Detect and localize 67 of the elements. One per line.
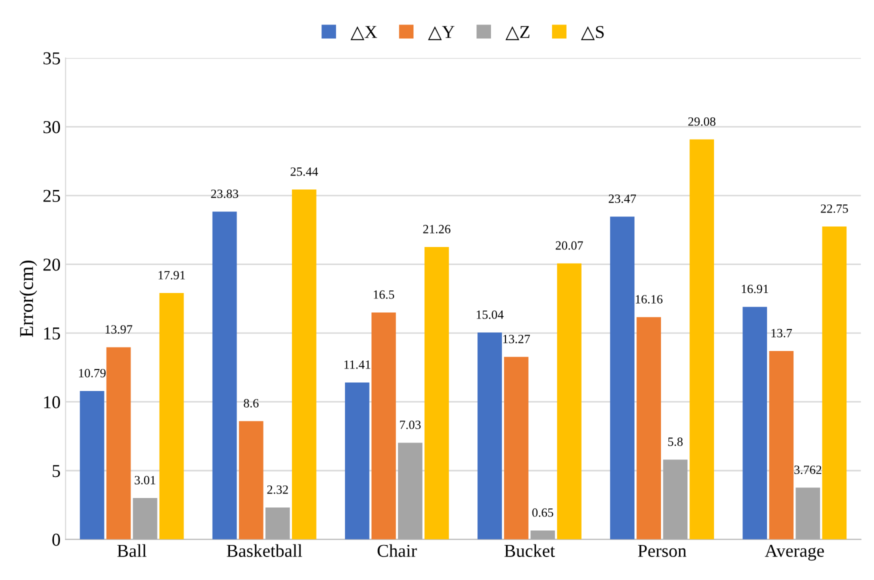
data-label: 16.5 xyxy=(374,290,394,299)
y-tick-label: 15 xyxy=(44,327,60,340)
x-tick-label: Ball xyxy=(117,544,147,557)
bar xyxy=(742,306,768,540)
y-axis-title: Error(cm) xyxy=(19,260,38,338)
bar xyxy=(80,390,104,540)
bar xyxy=(212,212,237,540)
data-label: 21.26 xyxy=(423,224,450,234)
data-label: 17.91 xyxy=(158,271,185,280)
data-label: 13.27 xyxy=(503,334,530,344)
x-tick-label: Bucket xyxy=(504,544,555,557)
bar xyxy=(238,421,264,540)
legend-label: △Z xyxy=(506,26,530,40)
bar xyxy=(504,356,528,540)
data-label: 16.16 xyxy=(636,295,662,304)
data-label: 13.97 xyxy=(106,325,132,334)
data-label: 23.47 xyxy=(608,194,636,203)
bar xyxy=(478,332,502,540)
data-label: 3.01 xyxy=(134,476,156,484)
x-tick-label: Basketball xyxy=(226,544,302,557)
bar xyxy=(132,498,158,540)
x-tick-label: Average xyxy=(764,544,824,561)
bar xyxy=(636,317,661,540)
bar xyxy=(398,442,422,540)
data-label: 3.762 xyxy=(794,466,822,474)
data-label: 10.79 xyxy=(79,368,106,378)
bar xyxy=(159,293,184,540)
data-label: 2.32 xyxy=(267,485,288,494)
legend-label: △X xyxy=(350,26,378,40)
x-tick-label: Person xyxy=(638,544,686,557)
data-label: 8.6 xyxy=(244,399,259,408)
data-label: 5.8 xyxy=(668,438,683,446)
data-label: 11.41 xyxy=(344,360,370,369)
y-tick-label: 25 xyxy=(43,190,60,202)
y-tick-label: 10 xyxy=(44,396,60,408)
data-label: 23.83 xyxy=(211,190,238,198)
bar xyxy=(690,139,714,540)
legend-label: △Y xyxy=(428,26,454,40)
bar xyxy=(663,460,688,540)
bar xyxy=(265,507,290,540)
data-label: 13.7 xyxy=(772,328,792,338)
bar xyxy=(292,189,316,540)
data-label: 7.03 xyxy=(400,420,421,430)
bar xyxy=(769,350,794,540)
bar xyxy=(796,488,820,540)
bar xyxy=(610,216,634,540)
y-tick-label: 20 xyxy=(43,258,60,271)
bar xyxy=(530,530,555,540)
y-tick-label: 35 xyxy=(43,52,60,64)
bar xyxy=(344,382,370,540)
data-label: 16.91 xyxy=(742,284,768,294)
bar xyxy=(371,312,396,540)
data-label: 15.04 xyxy=(476,310,504,319)
data-label: 29.08 xyxy=(688,117,716,126)
legend-label: △S xyxy=(580,26,604,40)
data-label: 25.44 xyxy=(290,167,318,176)
data-label: 0.65 xyxy=(532,508,554,517)
data-label: 20.07 xyxy=(556,241,583,250)
y-tick-label: 5 xyxy=(52,465,60,478)
bar xyxy=(822,226,847,540)
y-tick-label: 0 xyxy=(52,534,60,546)
y-tick-label: 30 xyxy=(43,121,60,134)
bar xyxy=(106,347,131,540)
bar xyxy=(557,263,582,540)
x-tick-label: Chair xyxy=(378,544,417,557)
data-label: 22.75 xyxy=(820,204,848,213)
bar xyxy=(424,246,449,540)
